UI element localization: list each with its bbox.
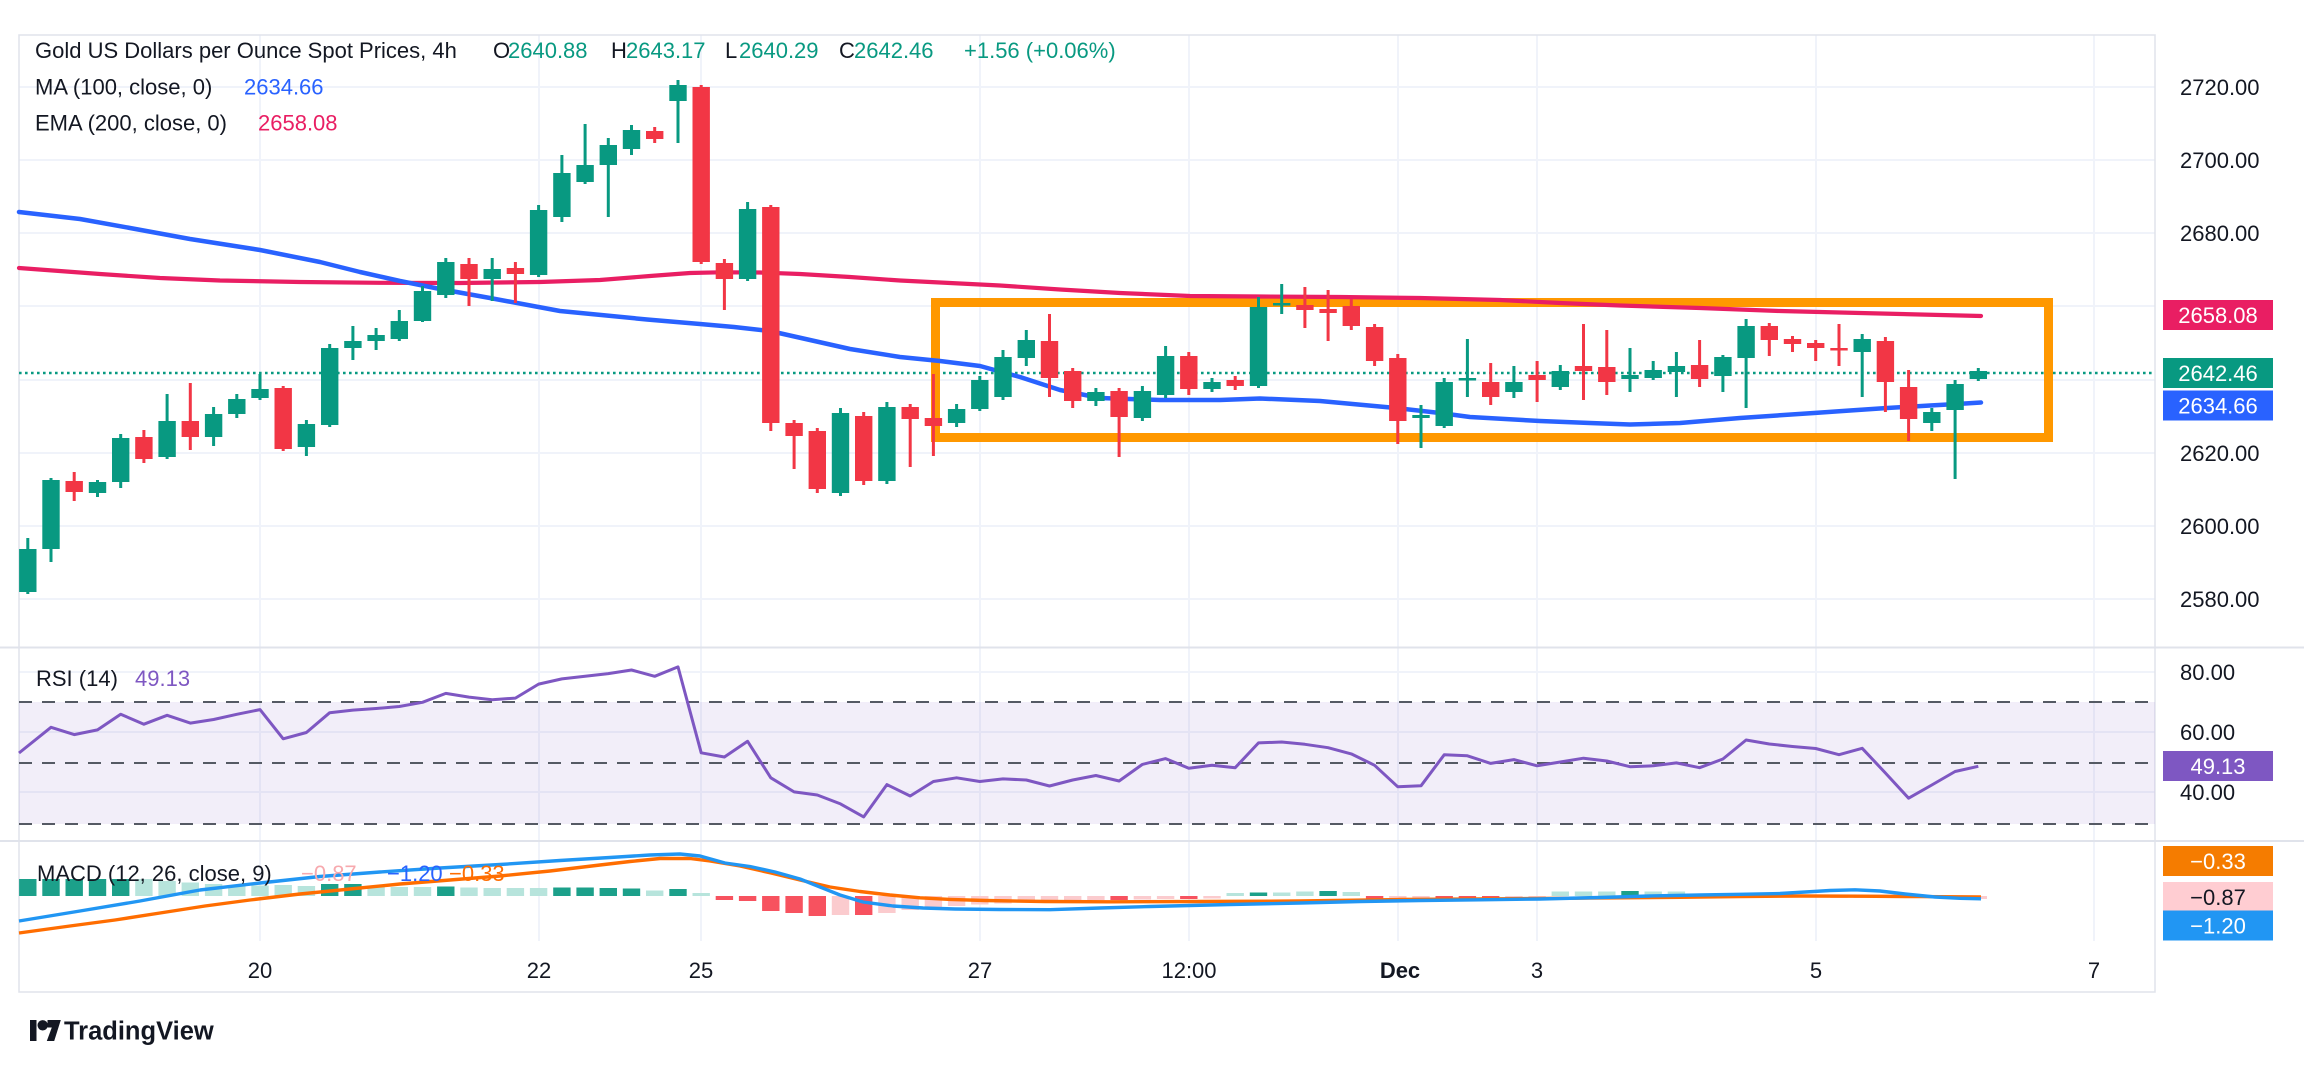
svg-text:Gold US Dollars per Ounce Spot: Gold US Dollars per Ounce Spot Prices, 4… (35, 38, 457, 63)
svg-text:22: 22 (527, 958, 551, 983)
svg-text:12:00: 12:00 (1161, 958, 1216, 983)
svg-text:−1.20: −1.20 (387, 861, 443, 886)
svg-text:RSI (14): RSI (14) (36, 666, 118, 691)
svg-text:MA (100, close, 0): MA (100, close, 0) (35, 75, 212, 100)
svg-text:60.00: 60.00 (2180, 720, 2235, 745)
svg-text:7: 7 (2088, 958, 2100, 983)
svg-text:2620.00: 2620.00 (2180, 441, 2260, 466)
svg-text:−1.20: −1.20 (2190, 914, 2246, 939)
svg-text:2580.00: 2580.00 (2180, 587, 2260, 612)
svg-text:L: L (725, 38, 737, 63)
svg-text:2680.00: 2680.00 (2180, 221, 2260, 246)
svg-text:C: C (839, 38, 855, 63)
svg-text:2642.46: 2642.46 (854, 38, 934, 63)
svg-text:−0.33: −0.33 (2190, 849, 2246, 874)
svg-text:25: 25 (689, 958, 713, 983)
svg-text:2642.46: 2642.46 (2178, 361, 2258, 386)
svg-text:2634.66: 2634.66 (2178, 394, 2258, 419)
svg-text:Dec: Dec (1380, 958, 1420, 983)
svg-text:H: H (611, 38, 627, 63)
svg-text:3: 3 (1531, 958, 1543, 983)
svg-text:80.00: 80.00 (2180, 660, 2235, 685)
svg-text:27: 27 (968, 958, 992, 983)
svg-text:−0.87: −0.87 (2190, 885, 2246, 910)
svg-text:TradingView: TradingView (64, 1018, 214, 1046)
svg-text:2640.88: 2640.88 (508, 38, 588, 63)
svg-text:MACD (12, 26, close, 9): MACD (12, 26, close, 9) (37, 861, 272, 886)
svg-text:20: 20 (248, 958, 272, 983)
svg-text:2634.66: 2634.66 (244, 75, 324, 100)
svg-text:2658.08: 2658.08 (2178, 303, 2258, 328)
svg-text:2600.00: 2600.00 (2180, 514, 2260, 539)
svg-text:5: 5 (1810, 958, 1822, 983)
svg-text:40.00: 40.00 (2180, 780, 2235, 805)
svg-text:49.13: 49.13 (2190, 754, 2245, 779)
svg-text:2643.17: 2643.17 (626, 38, 706, 63)
svg-text:2700.00: 2700.00 (2180, 148, 2260, 173)
svg-text:+1.56 (+0.06%): +1.56 (+0.06%) (964, 38, 1116, 63)
svg-text:2658.08: 2658.08 (258, 111, 338, 136)
svg-text:49.13: 49.13 (135, 666, 190, 691)
svg-text:EMA (200, close, 0): EMA (200, close, 0) (35, 111, 227, 136)
svg-text:−0.33: −0.33 (449, 861, 505, 886)
svg-text:2720.00: 2720.00 (2180, 75, 2260, 100)
svg-text:−0.87: −0.87 (301, 861, 357, 886)
svg-text:2640.29: 2640.29 (739, 38, 819, 63)
svg-text:O: O (493, 38, 510, 63)
